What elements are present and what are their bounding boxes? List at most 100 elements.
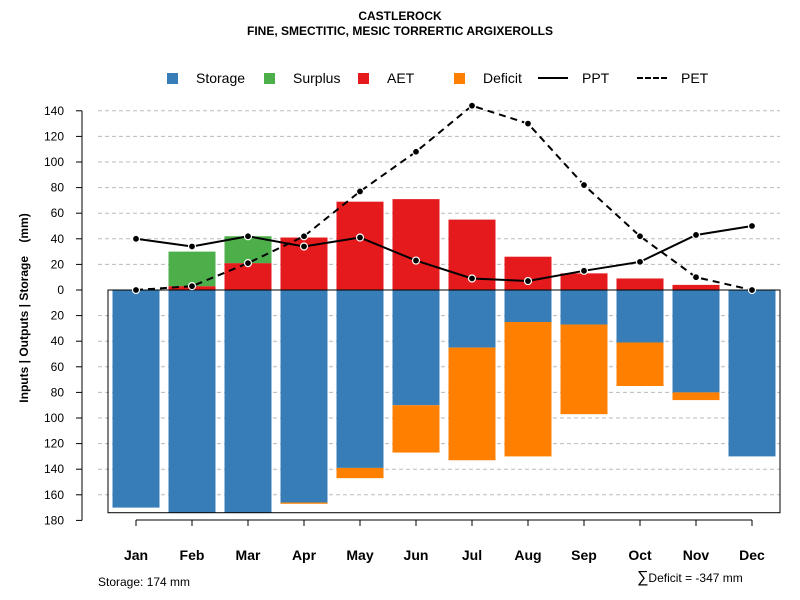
y-tick-label: 100 bbox=[44, 411, 64, 425]
ppt-point bbox=[187, 242, 197, 251]
ppt-point bbox=[747, 221, 757, 231]
bar-storage bbox=[112, 290, 160, 508]
x-tick-label-oct: Oct bbox=[628, 547, 652, 563]
ppt-point bbox=[299, 242, 309, 251]
pet-point bbox=[523, 119, 533, 128]
pet-point bbox=[131, 285, 141, 295]
ppt-point bbox=[243, 232, 253, 241]
bar-storage bbox=[616, 290, 664, 343]
pet-point bbox=[691, 273, 701, 282]
bar-storage bbox=[672, 290, 720, 393]
chart-subtitle: FINE, SMECTITIC, MESIC TORRERTIC ARGIXER… bbox=[246, 24, 553, 38]
deficit-note: ∑Deficit = -347 mm bbox=[637, 569, 743, 587]
bar-aet bbox=[560, 273, 608, 290]
legend-label-storage: Storage bbox=[196, 70, 246, 86]
y-tick-label: 180 bbox=[44, 513, 64, 527]
ppt-point bbox=[355, 233, 365, 242]
y-tick-label: 20 bbox=[51, 309, 65, 323]
legend-item-aet: AET bbox=[358, 70, 414, 86]
y-tick-label: 40 bbox=[51, 232, 65, 246]
legend-swatch-aet bbox=[358, 72, 369, 84]
y-tick-label: 80 bbox=[51, 181, 65, 195]
legend-label-pet: PET bbox=[681, 70, 709, 86]
axes: 0 20 40 60 80 100 120 140 20 40 60 80 100 120 140 160 18… bbox=[44, 104, 781, 563]
bars bbox=[112, 199, 776, 513]
bar-aet bbox=[224, 263, 272, 290]
legend-swatch-surplus bbox=[264, 72, 275, 84]
legend-item-surplus: Surplus bbox=[264, 70, 340, 86]
deficit-note-text: Deficit = -347 mm bbox=[648, 571, 743, 585]
bar-surplus bbox=[224, 236, 272, 264]
x-tick-label-jun: Jun bbox=[404, 547, 429, 563]
bar-aet bbox=[392, 199, 440, 290]
legend-label-ppt: PPT bbox=[582, 70, 610, 86]
x-tick-label-dec: Dec bbox=[739, 547, 765, 563]
bar-deficit bbox=[616, 342, 664, 386]
bar-storage bbox=[392, 290, 440, 406]
y-tick-label: 60 bbox=[51, 360, 65, 374]
y-tick-label: 140 bbox=[44, 104, 64, 118]
y-tick-label: 160 bbox=[44, 488, 64, 502]
pet-point bbox=[411, 147, 421, 156]
bar-deficit bbox=[448, 347, 496, 461]
bar-surplus bbox=[168, 251, 216, 287]
bar-aet bbox=[616, 278, 664, 290]
legend-label-surplus: Surplus bbox=[293, 70, 341, 86]
bar-storage bbox=[224, 290, 272, 513]
legend-item-pet: PET bbox=[637, 70, 708, 86]
x-tick-label-aug: Aug bbox=[514, 547, 541, 563]
y-tick-label: 40 bbox=[51, 334, 65, 348]
pet-point bbox=[579, 180, 589, 190]
storage-note: Storage: 174 mm bbox=[98, 575, 191, 589]
x-tick-label-mar: Mar bbox=[236, 547, 261, 563]
bar-storage bbox=[280, 290, 328, 503]
legend-swatch-deficit bbox=[454, 72, 465, 84]
bar-storage bbox=[168, 290, 216, 513]
y-tick-label: 80 bbox=[51, 385, 65, 399]
ppt-point bbox=[579, 266, 589, 275]
y-tick-label: 100 bbox=[44, 155, 64, 169]
ppt-point bbox=[411, 256, 421, 265]
pet-point bbox=[635, 232, 645, 241]
pet-point bbox=[299, 232, 309, 241]
ppt-point bbox=[691, 230, 701, 240]
bar-deficit bbox=[560, 324, 608, 415]
y-tick-label: 20 bbox=[51, 257, 65, 271]
pet-point bbox=[747, 285, 757, 295]
x-tick-label-may: May bbox=[346, 547, 373, 563]
legend-item-storage: Storage bbox=[167, 70, 245, 86]
legend-label-aet: AET bbox=[387, 70, 415, 86]
sum-symbol: ∑ bbox=[637, 569, 649, 586]
y-tick-label: 0 bbox=[57, 283, 64, 297]
y-tick-label: 120 bbox=[44, 437, 64, 451]
ppt-point bbox=[635, 257, 645, 266]
bar-storage bbox=[336, 290, 384, 468]
y-tick-label: 120 bbox=[44, 129, 64, 143]
ppt-point bbox=[467, 274, 477, 283]
bar-storage bbox=[728, 290, 776, 457]
bar-storage bbox=[560, 290, 608, 325]
pet-point bbox=[467, 101, 477, 110]
x-tick-label-nov: Nov bbox=[683, 547, 710, 563]
legend-label-deficit: Deficit bbox=[483, 70, 522, 86]
bar-deficit bbox=[280, 502, 328, 504]
x-tick-label-sep: Sep bbox=[571, 547, 597, 563]
y-tick-label: 60 bbox=[51, 206, 65, 220]
ppt-line bbox=[135, 225, 753, 283]
bar-storage bbox=[448, 290, 496, 348]
x-tick-label-jul: Jul bbox=[462, 547, 482, 563]
legend-swatch-storage bbox=[167, 72, 178, 84]
pet-point bbox=[243, 259, 253, 268]
x-tick-label-apr: Apr bbox=[292, 547, 317, 563]
bar-deficit bbox=[392, 405, 440, 453]
y-axis-label: Inputs | Outputs | Storage (mm) bbox=[17, 213, 31, 402]
bar-aet bbox=[672, 284, 720, 290]
bar-deficit bbox=[336, 467, 384, 479]
bar-deficit bbox=[672, 392, 720, 401]
series-lines bbox=[131, 101, 757, 295]
legend-line-ppt bbox=[538, 77, 568, 79]
y-tick-label: 140 bbox=[44, 462, 64, 476]
legend-item-ppt: PPT bbox=[538, 70, 609, 86]
x-tick-label-feb: Feb bbox=[180, 547, 205, 563]
